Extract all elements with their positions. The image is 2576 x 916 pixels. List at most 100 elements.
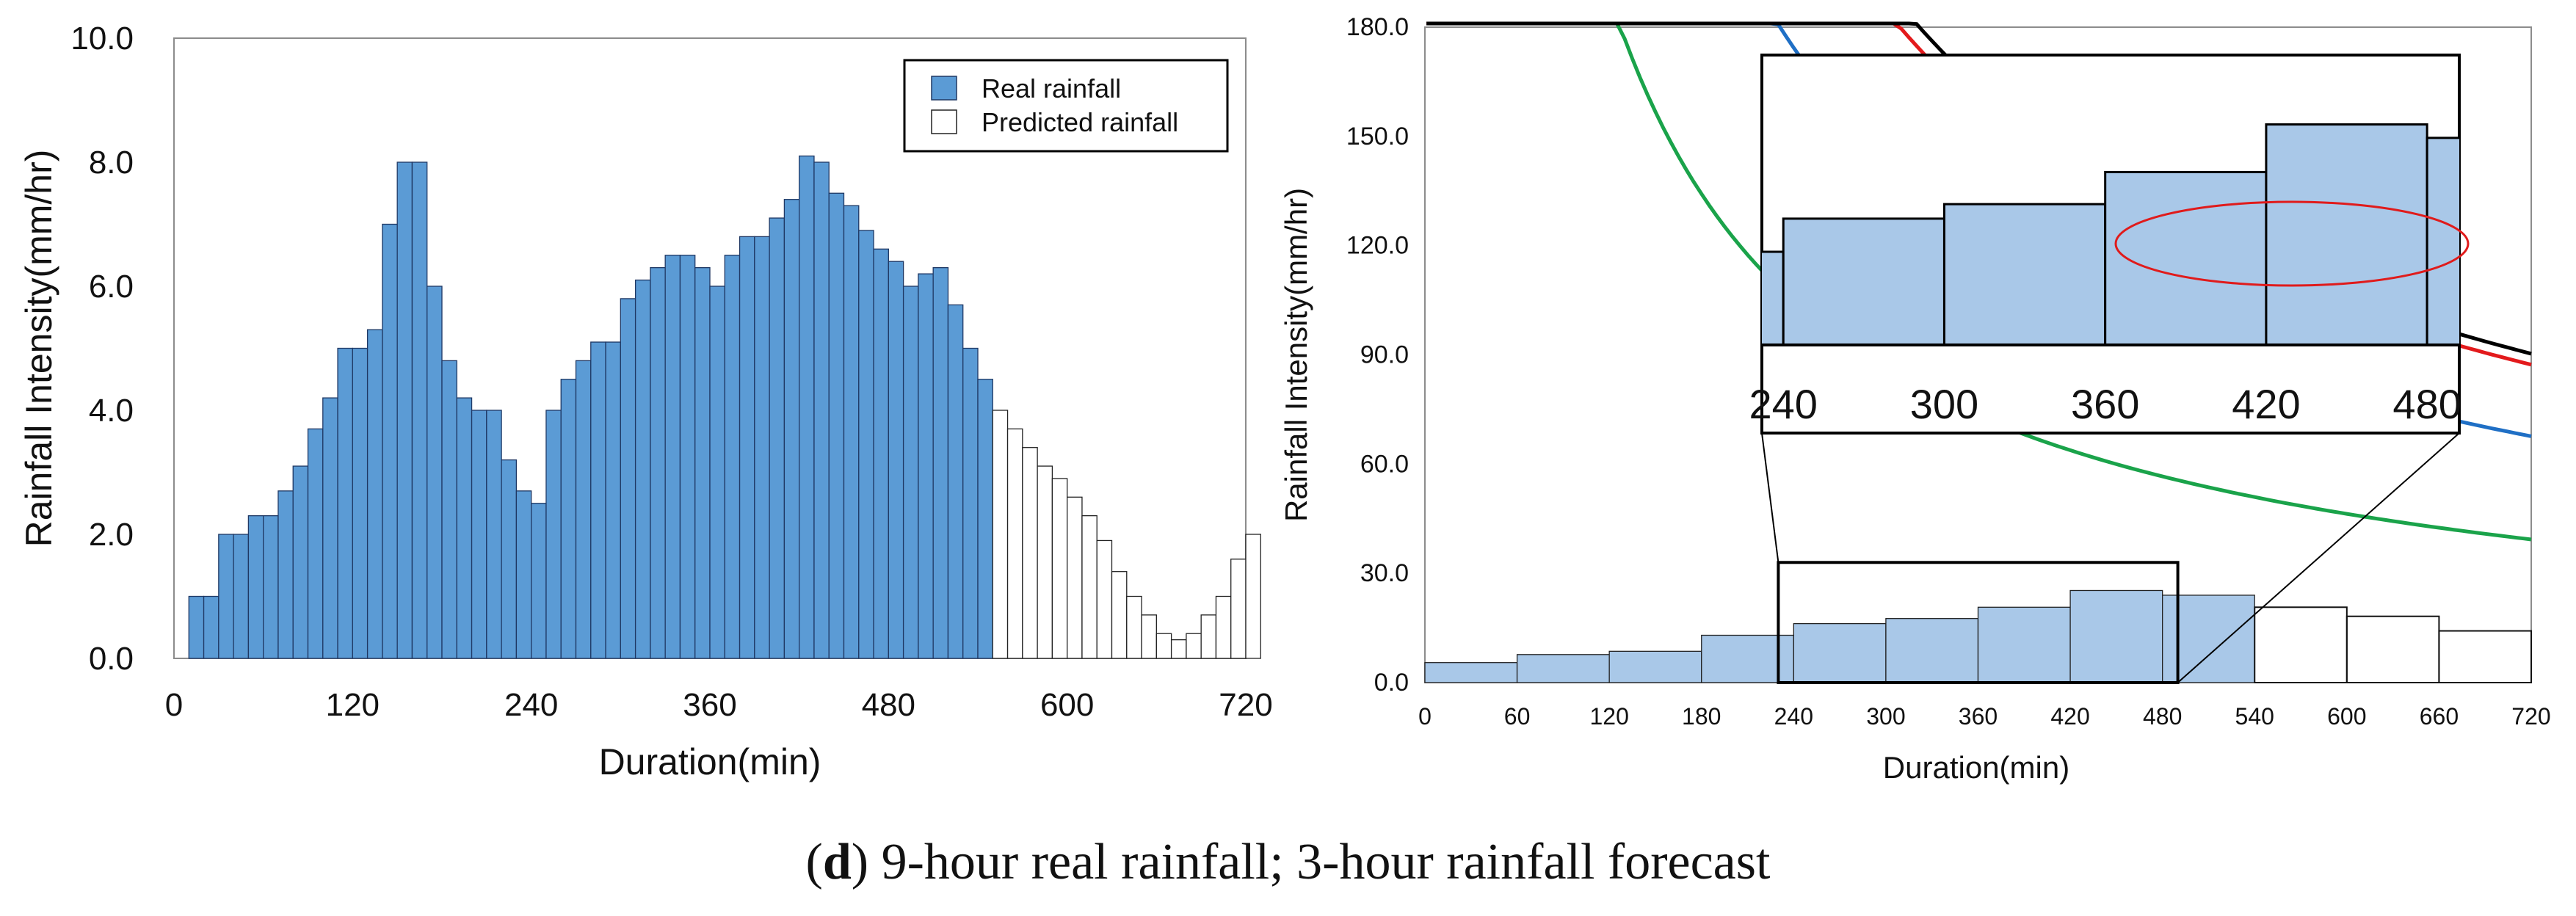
real-rainfall-bar (888, 261, 904, 659)
real-rainfall-bar (277, 490, 294, 659)
figure-caption: (d) 9-hour real rainfall; 3-hour rainfal… (805, 834, 1771, 890)
y-tick-label: 2.0 (89, 517, 134, 553)
predicted-rainfall-bar (1186, 633, 1202, 659)
y-axis-label: Rainfall Intensity(mm/hr) (1279, 188, 1313, 522)
real-rainfall-bar (1701, 634, 1794, 683)
x-tick-label: 540 (2235, 703, 2274, 730)
inset-rainfall-bar (2426, 137, 2459, 345)
predicted-rainfall-bar (1155, 633, 1172, 659)
real-rainfall-bar (813, 161, 830, 659)
real-rainfall-bar (247, 515, 264, 659)
x-tick-label: 600 (2327, 703, 2366, 730)
y-tick-label: 120.0 (1346, 232, 1409, 260)
inset-rainfall-bar (1782, 217, 1945, 345)
predicted-rainfall-bar (1037, 465, 1053, 659)
real-rainfall-bar (620, 298, 636, 659)
real-rainfall-bar (411, 161, 428, 659)
real-rainfall-bar (783, 199, 800, 659)
x-axis-label: Duration(min) (599, 741, 821, 782)
real-rainfall-bar (486, 410, 502, 659)
y-tick-label: 8.0 (89, 145, 134, 181)
real-rainfall-bar (709, 286, 725, 659)
real-rainfall-bar (531, 503, 547, 659)
real-rainfall-bar (515, 490, 532, 659)
x-tick-label: 720 (2511, 703, 2550, 730)
x-tick-label: 420 (2050, 703, 2089, 730)
predicted-rainfall-bar (1170, 639, 1187, 659)
caption-label: d (822, 834, 852, 890)
real-rainfall-bar (1793, 622, 1887, 683)
real-rainfall-bar (932, 266, 949, 659)
x-tick-label: 300 (1866, 703, 1905, 730)
predicted-rainfall-bar (1200, 614, 1217, 659)
real-rainfall-bar (292, 465, 309, 659)
real-rainfall-bar (1608, 650, 1702, 683)
inset-rainfall-bar (2104, 170, 2268, 345)
real-rainfall-bar (2069, 589, 2163, 683)
predicted-rainfall-bar (992, 410, 1009, 659)
legend-box (903, 59, 1229, 153)
predicted-rainfall-bar (1111, 571, 1128, 659)
real-rainfall-bar (1885, 618, 1979, 683)
x-tick-label: 180 (1682, 703, 1721, 730)
caption-text: 9-hour real rainfall; 3-hour rainfall fo… (881, 834, 1771, 890)
real-rainfall-bar (650, 266, 666, 659)
real-rainfall-bar (427, 286, 443, 659)
x-tick-label: 0 (1418, 703, 1432, 730)
x-tick-label: 240 (1774, 703, 1813, 730)
inset-plot (1762, 123, 2459, 345)
real-rainfall-bar (456, 397, 473, 659)
y-tick-label: 180.0 (1346, 13, 1409, 41)
y-tick-label: 10.0 (70, 21, 134, 57)
real-rainfall-bar (218, 534, 234, 659)
real-rainfall-bar (560, 379, 577, 659)
predicted-rainfall-bar (2438, 630, 2533, 684)
x-tick-label: 720 (1219, 687, 1272, 723)
x-tick-label: 120 (1589, 703, 1628, 730)
predicted-rainfall-bar (2345, 615, 2440, 683)
right-line-chart: 240 300 360 420 480 0.0 30.0 60.0 90.0 120.0 150.0… (1279, 13, 2551, 785)
predicted-rainfall-bar (1081, 515, 1097, 659)
inset-x-tick-label: 240 (1749, 381, 1818, 427)
legend-pred-swatch (931, 109, 957, 134)
real-rainfall-bar (724, 255, 741, 659)
predicted-rainfall-bar (1006, 428, 1023, 659)
inset-x-tick-label: 420 (2232, 381, 2300, 427)
y-tick-label: 6.0 (89, 269, 134, 305)
real-rainfall-bar (307, 428, 324, 659)
zoom-connector-line (1761, 432, 1779, 563)
predicted-rainfall-bar (1067, 496, 1083, 659)
predicted-rainfall-bar (1215, 595, 1232, 659)
y-tick-label: 4.0 (89, 393, 134, 429)
y-tick-label: 0.0 (1374, 669, 1409, 697)
inset-x-tick-label: 360 (2071, 381, 2139, 427)
predicted-rainfall-bar (1141, 614, 1157, 659)
y-tick-label: 60.0 (1360, 450, 1409, 478)
real-rainfall-bar (799, 155, 815, 659)
real-rainfall-bar (664, 255, 681, 659)
inset-rainfall-bar (2265, 123, 2428, 345)
real-rainfall-bar (605, 341, 621, 659)
real-rainfall-bar (233, 534, 250, 659)
real-rainfall-bar (828, 192, 845, 659)
inset-x-tick-label: 300 (1910, 381, 1978, 427)
x-axis-label: Duration(min) (1883, 750, 2069, 785)
zoom-connector-line (2177, 432, 2460, 683)
real-rainfall-bar (1516, 654, 1610, 683)
predicted-rainfall-bar (2254, 606, 2348, 683)
real-rainfall-bar (739, 236, 755, 659)
x-tick-label: 120 (326, 687, 380, 723)
real-rainfall-bar (396, 161, 413, 659)
real-rainfall-bar (918, 273, 934, 659)
predicted-rainfall-bar (1051, 478, 1068, 659)
real-rainfall-bar (575, 360, 592, 659)
real-rainfall-bar (2162, 595, 2255, 683)
real-rainfall-bar (769, 217, 786, 659)
real-rainfall-bar (382, 223, 398, 659)
predicted-rainfall-bar (1126, 595, 1142, 659)
real-rainfall-bar (1424, 662, 1518, 683)
highlight-ellipse (2114, 200, 2470, 287)
zoom-region-box (1777, 561, 2180, 684)
x-tick-label: 480 (862, 687, 915, 723)
real-rainfall-bar (1977, 606, 2071, 683)
